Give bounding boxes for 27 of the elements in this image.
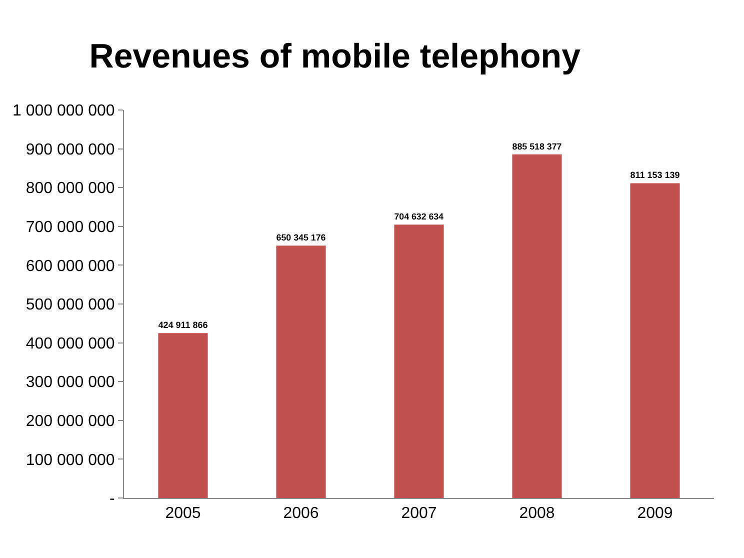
y-tick-label: 200 000 000 bbox=[26, 413, 115, 430]
y-tick-label: 500 000 000 bbox=[26, 296, 115, 314]
y-tick-label: 900 000 000 bbox=[26, 141, 115, 158]
bar bbox=[394, 224, 444, 498]
y-tick-label: 400 000 000 bbox=[26, 335, 115, 352]
y-tick-label: 800 000 000 bbox=[26, 180, 115, 198]
bar bbox=[512, 154, 562, 498]
data-label: 650 345 176 bbox=[276, 232, 326, 243]
data-label: 885 518 377 bbox=[512, 141, 562, 152]
bar bbox=[276, 246, 326, 498]
y-tick-label: 100 000 000 bbox=[26, 452, 115, 469]
chart-title: Revenues of mobile telephony bbox=[89, 38, 581, 76]
bar bbox=[630, 183, 680, 498]
x-tick-label: 2005 bbox=[165, 505, 201, 522]
data-label: 811 153 139 bbox=[630, 170, 680, 180]
y-tick-label: 600 000 000 bbox=[26, 258, 115, 275]
y-tick-label: 700 000 000 bbox=[26, 219, 115, 236]
data-label: 704 632 634 bbox=[394, 212, 444, 222]
y-tick-label: - bbox=[109, 490, 115, 508]
bar bbox=[158, 333, 208, 498]
x-tick-label: 2009 bbox=[637, 505, 673, 522]
y-tick-label: 1 000 000 000 bbox=[12, 102, 115, 120]
data-label: 424 911 866 bbox=[158, 320, 208, 330]
x-tick-label: 2007 bbox=[401, 505, 437, 522]
y-tick-label: 300 000 000 bbox=[26, 374, 115, 392]
x-tick-label: 2008 bbox=[519, 505, 555, 522]
x-tick-label: 2006 bbox=[283, 505, 319, 522]
